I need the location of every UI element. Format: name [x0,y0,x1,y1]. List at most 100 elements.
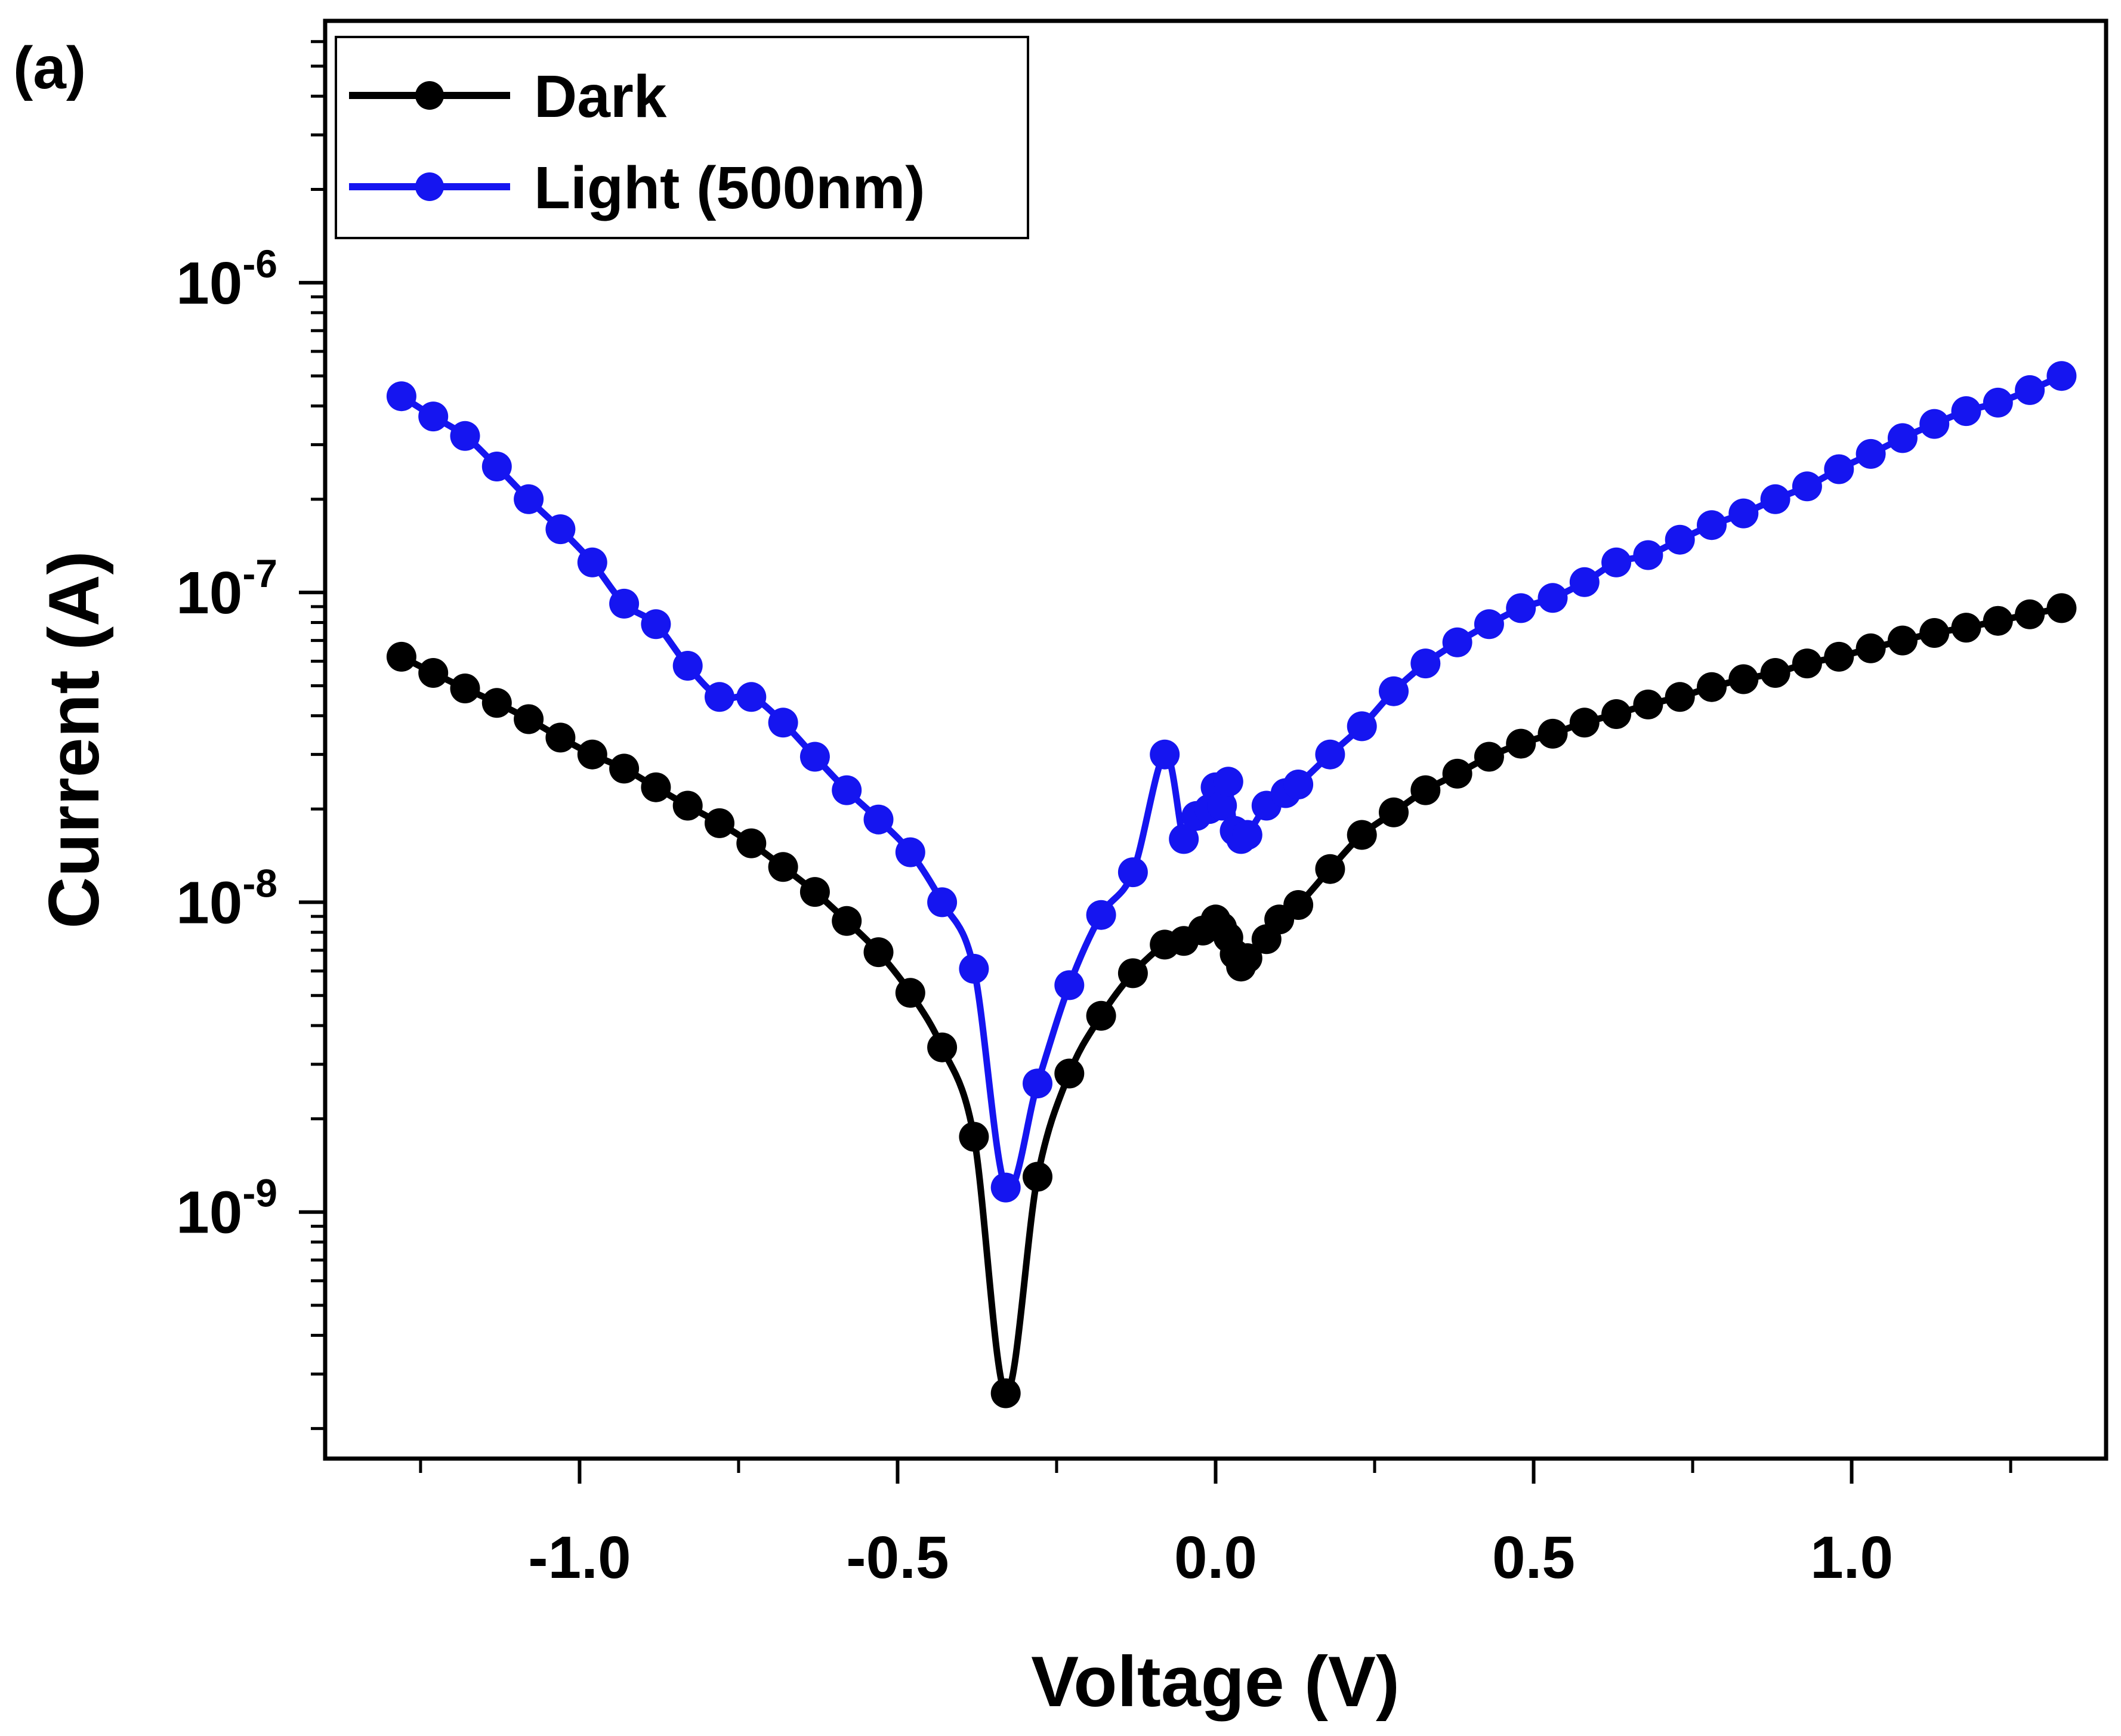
y-tick-label: 10-9 [176,1171,277,1246]
data-point-dark [1856,633,1886,663]
data-point-dark [959,1122,989,1152]
y-tick-exponent: -7 [242,551,277,595]
data-point-light [1760,484,1790,514]
data-point-dark [609,753,640,784]
legend-marker-light [415,172,444,201]
data-point-dark [863,937,894,968]
data-point-dark [1442,758,1472,789]
data-point-light [2015,375,2045,405]
data-point-light [386,381,416,412]
legend-label-dark: Dark [534,63,667,130]
data-point-light [481,452,512,481]
data-point-dark [1919,618,1950,648]
y-axis-title: Current (A) [34,551,114,928]
data-point-dark [1054,1058,1085,1089]
y-tick-base: 10 [176,560,242,626]
legend-label-light: Light (500nm) [534,155,925,221]
y-tick-exponent: -9 [242,1171,277,1215]
data-point-light [1887,423,1918,453]
data-point-dark [1315,854,1345,884]
data-point-light [1347,711,1377,742]
data-point-light [672,651,703,681]
data-point-light [1792,471,1822,502]
x-tick-label: 1.0 [1810,1524,1893,1591]
data-point-light [736,682,767,712]
data-point-light [1379,676,1409,706]
data-point-dark [1379,797,1409,827]
data-point-dark [1232,943,1262,974]
data-point-dark [1697,672,1727,702]
data-point-dark [1983,606,2013,636]
data-point-dark [1728,664,1759,694]
data-point-light [1442,627,1472,657]
y-tick-label: 10-6 [176,242,277,317]
data-point-light [1315,739,1345,770]
data-point-dark [832,906,862,936]
data-point-dark [481,688,512,718]
y-tick-exponent: -8 [242,861,277,905]
x-tick-label: 0.5 [1492,1524,1575,1591]
y-tick-base: 10 [176,1179,242,1246]
data-point-light [1538,583,1568,613]
data-point-dark [1887,625,1918,656]
data-point-dark [450,674,480,703]
data-point-dark [1824,641,1854,672]
data-point-dark [386,641,416,672]
data-point-light [1283,770,1314,799]
y-tick-exponent: -6 [242,242,277,286]
x-axis-title: Voltage (V) [1031,1642,1400,1722]
legend-box [335,36,1029,239]
data-point-light [832,775,862,805]
data-point-dark [2046,593,2077,623]
data-point-light [1117,857,1148,888]
data-point-dark [1665,682,1695,712]
x-axis-ticks: -1.0 -0.5 0.0 0.5 1.0 [419,1459,2012,1591]
data-point-light [1824,454,1854,484]
data-point-light [450,421,480,451]
data-point-dark [799,877,830,907]
legend: Dark Light (500nm) [335,36,1029,239]
data-point-dark [1792,648,1822,679]
data-point-light [1506,593,1536,623]
data-point-light [641,609,671,640]
data-point-light [1474,609,1504,640]
x-tick-label: -0.5 [846,1524,949,1591]
data-point-light [1086,900,1116,930]
data-point-dark [736,828,767,858]
data-point-light [1169,824,1199,854]
data-point-dark [1760,658,1790,688]
data-point-light [1728,498,1759,529]
data-point-dark [514,704,544,734]
data-point-light [1665,524,1695,555]
data-point-light [1601,547,1632,577]
data-point-light [1150,739,1180,770]
data-point-dark [1538,718,1568,749]
data-point-light [418,401,449,432]
x-tick-label: 0.0 [1174,1524,1257,1591]
data-point-light [705,682,734,712]
data-point-light [1410,648,1441,679]
data-point-light [1983,387,2013,418]
data-point-light [895,837,925,867]
data-point-dark [545,722,576,753]
series-light [386,361,2077,1203]
data-point-light [1919,409,1950,439]
data-point-dark [1569,708,1600,738]
data-point-dark [1023,1162,1052,1192]
data-point-dark [418,658,449,688]
data-point-dark [1283,890,1314,920]
data-point-light [1213,767,1243,797]
data-point-dark [895,978,925,1008]
data-point-light [545,514,576,545]
data-point-light [1023,1068,1052,1099]
y-axis-ticks: 10-910-810-710-6 [176,40,325,1431]
data-point-dark [927,1032,958,1062]
y-tick-base: 10 [176,869,242,936]
series-layer [386,361,2077,1408]
legend-marker-dark [415,81,444,110]
data-point-light [577,547,607,577]
series-dark [386,593,2077,1408]
data-point-light [1207,790,1237,821]
data-point-light [609,588,640,619]
